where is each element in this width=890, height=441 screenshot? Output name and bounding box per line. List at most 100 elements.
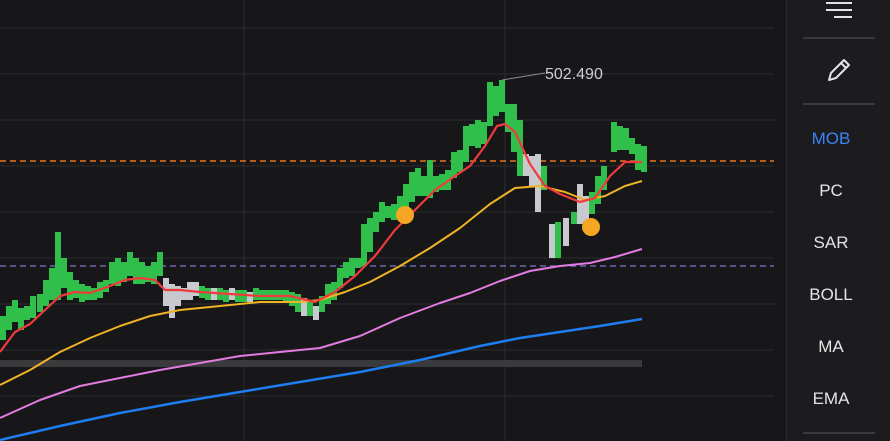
candle-up (379, 202, 385, 222)
candle-up (475, 120, 481, 148)
candle-up (439, 174, 445, 190)
candle-down (169, 284, 175, 318)
candle-up (319, 296, 325, 312)
candle-up (361, 224, 367, 266)
ma-line-yellow (0, 180, 643, 386)
candle-up (121, 262, 127, 282)
candle-down (175, 286, 181, 306)
indicator-pc[interactable]: PC (819, 181, 843, 200)
candle-up (463, 126, 469, 162)
candle-up (403, 184, 409, 214)
indicator-ma[interactable]: MA (818, 337, 844, 356)
candle-up (37, 294, 43, 312)
candle-up (611, 122, 617, 152)
candle-up (55, 232, 61, 300)
candle-up (24, 306, 30, 320)
candle-down (163, 278, 169, 306)
candle-up (629, 138, 635, 154)
candle-up (571, 212, 577, 224)
candle-up (139, 262, 145, 284)
hamburger-icon (826, 2, 852, 18)
indicator-ema[interactable]: EMA (812, 389, 850, 408)
candle-down (577, 184, 583, 224)
candle-up (205, 288, 211, 300)
toolbar-divider (803, 103, 875, 105)
candle-up (397, 196, 403, 212)
candle-up (391, 204, 397, 220)
candlestick-chart-svg[interactable]: 502.490 (0, 0, 774, 441)
candle-up (641, 146, 647, 172)
candle-up (601, 166, 607, 190)
candle-up (421, 176, 427, 196)
candle-up (133, 258, 139, 284)
signal-dot (582, 218, 600, 236)
candle-up (157, 252, 163, 276)
candle-up (499, 80, 505, 112)
candle-up (589, 192, 595, 214)
candle-up (235, 290, 241, 302)
candle-up (289, 292, 295, 306)
indicator-boll[interactable]: BOLL (809, 285, 853, 304)
candle-up (367, 218, 373, 252)
candle-up (18, 308, 24, 330)
candle-up (337, 268, 343, 288)
candle-up (623, 128, 629, 150)
candle-up (103, 280, 109, 292)
candle-up (223, 290, 229, 302)
candle-up (385, 206, 391, 218)
candle-up (469, 124, 475, 146)
indicator-mob[interactable]: MOB (811, 129, 851, 148)
candle-down (193, 282, 199, 296)
signal-dot (396, 206, 414, 224)
candle-up (73, 280, 79, 298)
price-chart[interactable]: 502.490 (0, 0, 774, 441)
candle-up (415, 168, 421, 196)
candle-down (535, 154, 541, 212)
ma-line-red (0, 122, 642, 353)
candle-down (563, 218, 569, 246)
candle-up (6, 306, 12, 330)
candle-up (427, 160, 433, 198)
indicator-toolbar: MOB PC SAR BOLL MA EMA (786, 0, 890, 441)
candle-up (12, 300, 18, 322)
ma-line-pink (0, 248, 643, 419)
high-price-label: 502.490 (545, 66, 603, 83)
candle-up (115, 258, 121, 286)
candle-up (61, 258, 67, 288)
candle-up (505, 104, 511, 132)
pencil-icon (828, 59, 850, 81)
candle-up (49, 268, 55, 300)
ma-line-blue (0, 317, 643, 441)
chart-right-margin (774, 0, 786, 441)
candle-down (181, 288, 187, 300)
candle-up (595, 176, 601, 204)
candle-up (349, 258, 355, 276)
candle-up (511, 104, 517, 152)
candle-up (555, 222, 561, 258)
candle-up (373, 212, 379, 232)
candle-up (145, 266, 151, 282)
candle-up (307, 300, 313, 316)
menu-button[interactable] (803, 0, 875, 28)
candle-up (253, 288, 259, 300)
candle-up (617, 126, 623, 150)
candle-up (451, 152, 457, 178)
candle-up (91, 288, 97, 300)
candle-up (493, 86, 499, 116)
candle-up (67, 272, 73, 300)
draw-button[interactable] (803, 52, 875, 88)
candle-down (247, 292, 253, 302)
candle-down (313, 306, 319, 320)
candle-down (549, 224, 555, 258)
candle-down (583, 196, 589, 222)
candle-up (517, 120, 523, 176)
candle-up (325, 284, 331, 304)
toolbar-divider (803, 432, 875, 434)
candle-up (109, 262, 115, 284)
candle-up (635, 144, 641, 170)
candle-up (343, 262, 349, 278)
indicator-sar[interactable]: SAR (813, 233, 849, 252)
candle-up (487, 82, 493, 126)
candle-up (0, 316, 6, 340)
high-marker-leader (501, 72, 546, 81)
